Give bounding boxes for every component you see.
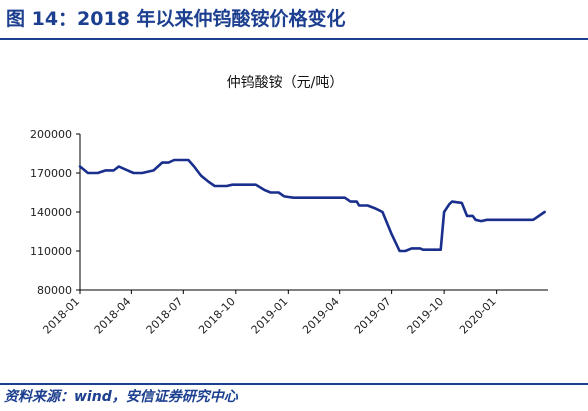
source-label: 资料来源： — [4, 389, 74, 405]
y-tick-label: 80000 — [37, 284, 72, 297]
figure-title: 图 14：2018 年以来仲钨酸铵价格变化 — [6, 8, 346, 30]
x-tick-label: 2019-10 — [405, 295, 447, 337]
x-tick-label: 2018-10 — [196, 295, 238, 337]
x-tick-label: 2019-07 — [352, 295, 394, 337]
chart-axes — [79, 134, 548, 291]
x-tick-label: 2019-04 — [300, 295, 342, 337]
source-note: 资料来源：wind，安信证券研究中心 — [4, 387, 584, 407]
chart-title: 仲钨酸铵（元/吨） — [227, 75, 344, 91]
x-tick-label: 2018-07 — [144, 295, 186, 337]
x-tick-label: 2019-01 — [249, 295, 291, 337]
series-group — [78, 158, 546, 253]
x-axis-ticks: 2018-01 2018-04 2018-07 2018-10 2019-01 2019-… — [40, 290, 499, 337]
y-tick-label: 200000 — [30, 128, 72, 141]
series-line — [78, 158, 546, 253]
price-line-chart: 仲钨酸铵（元/吨） 80000110000140000170000200000 … — [30, 75, 548, 337]
x-tick-label: 2018-04 — [92, 295, 134, 337]
source-text: wind，安信证券研究中心 — [74, 389, 238, 405]
y-tick-label: 110000 — [30, 245, 72, 258]
y-axis-ticks: 80000 110000 140000 170000 200000 — [30, 128, 80, 297]
chart-container: 仲钨酸铵（元/吨） 80000 110000 140000 170000 200000 … — [0, 40, 588, 387]
x-tick-label: 2020-01 — [457, 295, 499, 337]
title-rule — [0, 38, 588, 40]
y-tick-label: 140000 — [30, 206, 72, 219]
x-tick-label: 2018-01 — [40, 295, 82, 337]
source-rule — [0, 383, 588, 385]
y-tick-label: 170000 — [30, 167, 72, 180]
